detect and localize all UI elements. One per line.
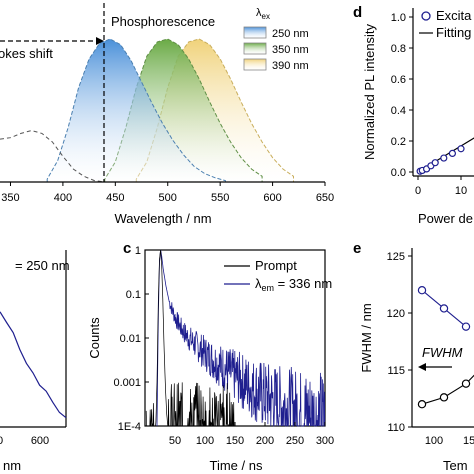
panel-c-legend-emission-label: λem = 336 nm — [255, 276, 332, 293]
panel-d-legend-label: Fitting — [436, 25, 471, 40]
panel-d-legend-marker — [421, 11, 431, 21]
panel-c-x-tick-label: 150 — [226, 435, 244, 447]
panel-a-legend-label: 390 nm — [272, 60, 309, 72]
panel-d-y-tick-label: 0.8 — [391, 43, 406, 55]
panel-c-x-label: Time / ns — [210, 458, 263, 473]
panel-c-plot — [145, 249, 326, 427]
panel-d: d 0.00.20.40.60.81.001020 Normalized PL … — [353, 4, 474, 226]
panel-a-x-ticks: 350 400 450 500 550 600 650 — [1, 182, 334, 204]
panel-c-y-label: Counts — [87, 317, 102, 359]
panel-e-data-point — [417, 286, 427, 295]
panel-a-x-tick-label: 450 — [106, 192, 124, 204]
stokes-shift-label: okes shift — [0, 46, 53, 61]
panel-e-plot — [417, 286, 474, 409]
panel-d-x-tick-label: 0 — [415, 185, 421, 197]
panel-d-data-point — [431, 159, 439, 167]
panel-e-y-label: FWHM / nm — [359, 303, 374, 372]
panel-e-y-tick-label: 120 — [387, 308, 405, 320]
panel-c-y-tick-label: 0.01 — [120, 333, 141, 345]
panel-e-x-label: Tem — [443, 458, 468, 473]
panel-d-y-tick-label: 0.4 — [391, 105, 406, 117]
panel-d-fitting-line — [417, 137, 474, 173]
stokes-arrow-head — [96, 37, 104, 45]
panel-e-y-tick-label: 115 — [387, 365, 405, 377]
excitation-dashed-curve — [0, 129, 105, 183]
panel-c-emission-decay-line — [156, 249, 326, 427]
panel-a-legend-swatch — [243, 42, 267, 55]
panel-c-legend: Prompt λem = 336 nm — [224, 258, 332, 293]
panel-d-y-tick-label: 0.2 — [391, 136, 406, 148]
panel-b-x-tick: 600 — [31, 435, 49, 447]
panel-c-legend-prompt-label: Prompt — [255, 258, 297, 273]
panel-a-x-tick-label: 400 — [54, 192, 72, 204]
panel-d-ticks: 0.00.20.40.60.81.001020 — [391, 12, 467, 197]
panel-a-legend-swatch — [243, 58, 267, 71]
panel-c-x-tick-label: 250 — [286, 435, 304, 447]
panel-e-data-point — [439, 304, 449, 313]
panel-b-spectrum-line — [0, 311, 67, 419]
panel-e-x-tick-label: 100 — [425, 435, 443, 447]
panel-c-x-tick-label: 300 — [316, 435, 334, 447]
panel-label-c: c — [123, 240, 131, 257]
panel-d-x-tick-label: 10 — [455, 185, 467, 197]
panel-e-arrow-head — [418, 363, 426, 371]
panel-c-x-tick-label: 50 — [169, 435, 181, 447]
panel-c-prompt-line — [145, 249, 235, 427]
panel-label-e: e — [353, 240, 361, 257]
panel-d-data-point — [440, 154, 448, 162]
panel-e-data-point — [417, 400, 427, 409]
panel-b-x-tick: 0 — [0, 435, 3, 447]
panel-a-x-tick-label: 550 — [211, 192, 229, 204]
panel-a-legend-swatch — [243, 26, 267, 39]
panel-a: 350 400 450 500 550 600 650 Phosphorescence ok… — [0, 3, 334, 226]
panel-c-y-tick-label: 0.001 — [113, 377, 141, 389]
panel-e-y-tick-label: 125 — [387, 251, 405, 263]
panel-d-legend: Excita Fitting — [419, 8, 472, 40]
phosphorescence-label: Phosphorescence — [111, 14, 215, 29]
panel-a-x-tick-label: 650 — [316, 192, 334, 204]
spectrum-250-nm — [46, 38, 226, 183]
panel-a-x-tick-label: 500 — [159, 192, 177, 204]
panel-c-y-tick-label: 0.1 — [126, 289, 141, 301]
panel-d-y-tick-label: 1.0 — [391, 12, 406, 24]
panel-a-x-tick-label: 600 — [263, 192, 281, 204]
panel-d-y-label: Normalized PL intensity — [362, 23, 377, 160]
panel-a-legend-label: 250 nm — [272, 28, 309, 40]
panel-c-y-tick-label: 1 — [135, 245, 141, 257]
panel-c-x-tick-label: 100 — [196, 435, 214, 447]
panel-b-plot — [0, 311, 67, 419]
panel-e-data-point — [439, 393, 449, 402]
panel-d-legend-label: Excita — [436, 8, 472, 23]
panel-a-x-label: Wavelength / nm — [114, 211, 211, 226]
panel-e-series-line — [421, 374, 474, 405]
panel-a-legend-label: 350 nm — [272, 44, 309, 56]
panel-b-x-label: nm — [3, 458, 21, 473]
panel-e-x-tick-label: 15 — [463, 435, 474, 447]
panel-e: e 110 115 120 125 100 15 FWHM / nm Tem FWHM — [353, 240, 474, 473]
panel-e-ticks: 110 115 120 125 100 15 — [387, 251, 474, 447]
panel-a-legend-title: λex — [256, 7, 270, 21]
panel-d-data-point — [457, 145, 465, 153]
panel-d-data-point — [448, 149, 456, 157]
panel-d-y-tick-label: 0.0 — [391, 167, 406, 179]
panel-c-y-tick-label: 1E-4 — [118, 421, 141, 433]
panel-a-x-tick-label: 350 — [1, 192, 19, 204]
panel-c-x-tick-label: 200 — [256, 435, 274, 447]
panel-d-x-label: Power de — [418, 211, 473, 226]
panel-b-excitation-label: = 250 nm — [15, 258, 70, 273]
panel-e-data-point — [461, 322, 471, 331]
panel-e-y-tick-label: 110 — [387, 422, 405, 434]
panel-d-y-tick-label: 0.6 — [391, 74, 406, 86]
panel-e-fwhm-label: FWHM — [422, 345, 463, 360]
panel-a-spectra — [0, 38, 294, 183]
panel-e-data-point — [461, 379, 471, 388]
panel-d-plot — [416, 137, 474, 175]
panel-b: = 250 nm 0 600 nm — [0, 250, 70, 473]
panel-label-d: d — [353, 4, 362, 21]
